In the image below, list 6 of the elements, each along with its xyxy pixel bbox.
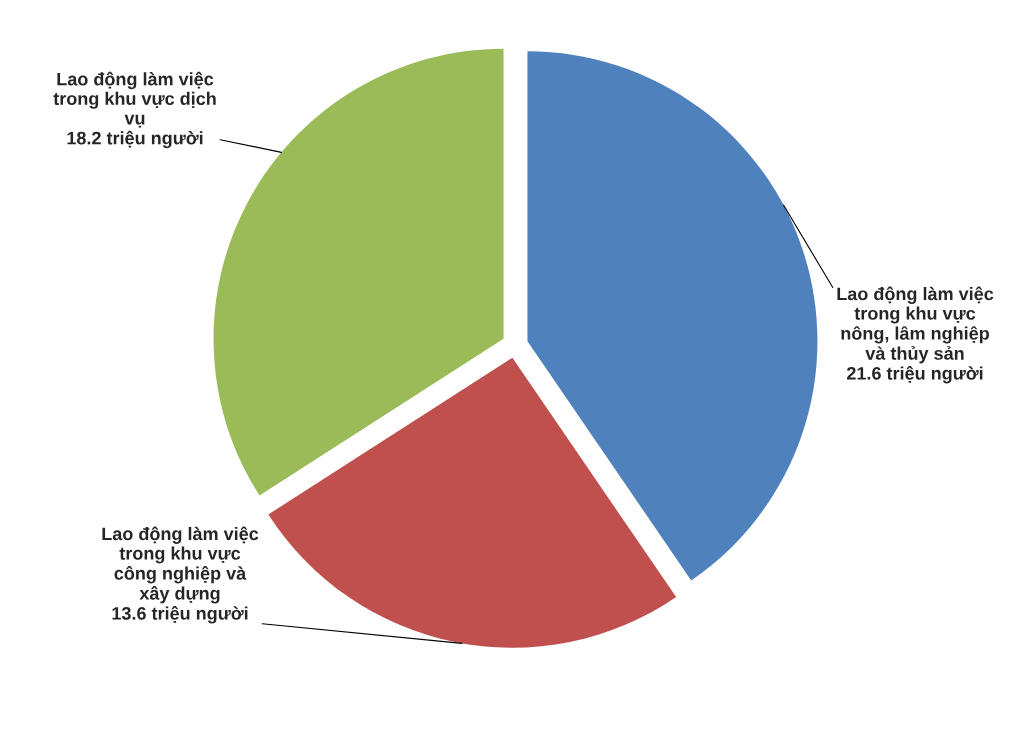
data-label: 13.6 triệu người xyxy=(112,606,248,624)
slice-label: Lao động làm việc trong khu vực dịch vụ xyxy=(53,71,216,128)
slice-label: Lao động làm việc trong khu vực công nghiệp và xây dựng xyxy=(102,526,259,604)
slice-label: Lao động làm việc trong khu vực nông, lâm nghiệp và thủy sản xyxy=(837,286,994,364)
data-label: 21.6 triệu người xyxy=(846,366,983,384)
data-label: 18.2 triệu người xyxy=(67,130,203,149)
